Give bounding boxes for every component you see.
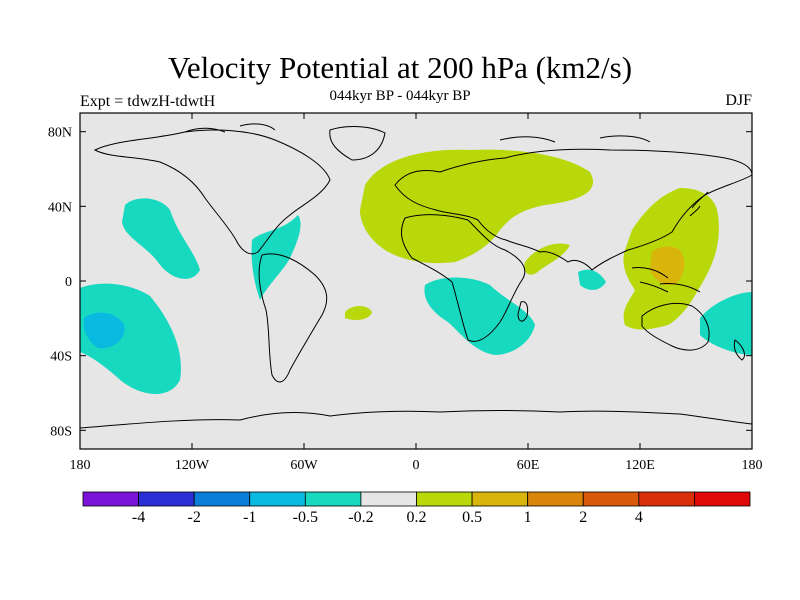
coastline-north-america bbox=[93, 129, 331, 255]
coastline-madagascar bbox=[517, 301, 529, 322]
region-arabian-sea bbox=[578, 269, 606, 290]
colorbar: -4 -2 -1 -0.5 -0.2 0.2 0.5 1 2 4 bbox=[82, 491, 751, 526]
colorbar-label: 0.5 bbox=[462, 509, 482, 526]
colorbar-swatch bbox=[638, 491, 695, 507]
colorbar-swatch bbox=[304, 491, 362, 507]
y-tick-label: 80S bbox=[50, 424, 72, 439]
region-southwest-pacific bbox=[700, 292, 752, 355]
colorbar-label: 0.2 bbox=[407, 509, 427, 526]
region-eurasia-africa bbox=[360, 149, 593, 264]
coastline-africa bbox=[401, 214, 526, 342]
coastline-south-america bbox=[258, 253, 328, 383]
colorbar-swatch bbox=[82, 491, 139, 507]
colorbar-swatch bbox=[193, 491, 251, 507]
map-axes: 180 120W 60W 0 60E 120E 180 80N 40N 0 40S 80S bbox=[48, 113, 763, 473]
coastline-arctic-islands bbox=[184, 123, 651, 143]
colorbar-swatch bbox=[527, 491, 584, 507]
region-southern-africa bbox=[424, 277, 535, 355]
x-tick-label: 120E bbox=[625, 458, 655, 473]
region-south-atlantic bbox=[345, 306, 372, 320]
colorbar-swatch bbox=[416, 491, 473, 507]
colorbar-label: 4 bbox=[635, 509, 643, 526]
y-tick-label: 80N bbox=[48, 126, 72, 141]
colorbar-swatch bbox=[249, 491, 306, 507]
colorbar-label: 1 bbox=[524, 509, 532, 526]
y-tick-label: 0 bbox=[65, 275, 72, 290]
x-tick-label: 0 bbox=[413, 458, 420, 473]
y-tick-label: 40S bbox=[50, 350, 72, 365]
region-maritime-continent-core bbox=[650, 246, 685, 286]
coastline-europe-asia bbox=[394, 148, 753, 271]
x-tick-label: 120W bbox=[175, 458, 210, 473]
coastlines bbox=[79, 123, 753, 429]
region-central-pacific-south bbox=[80, 283, 181, 395]
season-label: DJF bbox=[725, 92, 752, 109]
colorbar-label: -1 bbox=[243, 509, 256, 526]
colorbar-label: -4 bbox=[132, 509, 145, 526]
coastline-japan bbox=[689, 191, 709, 217]
colorbar-swatch bbox=[694, 491, 751, 507]
coastline-new-zealand bbox=[733, 339, 745, 361]
colorbar-label: -2 bbox=[188, 509, 201, 526]
colorbar-swatch bbox=[138, 491, 195, 507]
map-subtitle: 044kyr BP - 044kyr BP bbox=[329, 88, 471, 104]
coastline-greenland bbox=[329, 126, 386, 161]
x-tick-label: 180 bbox=[742, 458, 763, 473]
colorbar-swatch bbox=[471, 491, 529, 507]
colorbar-label: -0.2 bbox=[348, 509, 373, 526]
region-central-pacific-north bbox=[122, 198, 200, 279]
y-tick-label: 40N bbox=[48, 200, 72, 215]
negative-anomaly-regions bbox=[80, 198, 752, 395]
region-india bbox=[524, 243, 570, 275]
colorbar-label: 2 bbox=[579, 509, 587, 526]
positive-anomaly-regions bbox=[345, 149, 719, 330]
map-title: Velocity Potential at 200 hPa (km2/s) bbox=[167, 50, 633, 85]
coastline-antarctica bbox=[79, 410, 753, 429]
colorbar-swatch bbox=[360, 491, 417, 507]
x-tick-label: 180 bbox=[70, 458, 91, 473]
coastline-indonesia bbox=[631, 267, 701, 293]
region-dateline-south-east bbox=[83, 312, 125, 349]
colorbar-label: -0.5 bbox=[293, 509, 318, 526]
coastline-australia bbox=[641, 302, 710, 351]
colorbar-swatch bbox=[582, 491, 640, 507]
x-tick-label: 60E bbox=[517, 458, 540, 473]
experiment-label: Expt = tdwzH-tdwtH bbox=[80, 93, 216, 110]
region-central-america bbox=[251, 215, 301, 300]
x-tick-label: 60W bbox=[290, 458, 318, 473]
